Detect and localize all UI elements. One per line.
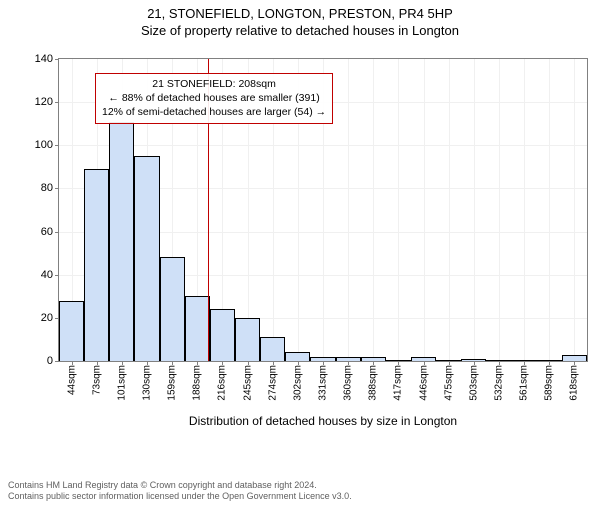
histogram-bar [109, 122, 134, 361]
page-title-line2: Size of property relative to detached ho… [0, 23, 600, 38]
ytick-mark [55, 361, 59, 362]
histogram-bar [134, 156, 159, 361]
gridline-v [424, 59, 425, 361]
gridline-v [398, 59, 399, 361]
footer-line: Contains public sector information licen… [8, 491, 352, 502]
ytick-mark [55, 188, 59, 189]
histogram-bar [386, 360, 411, 361]
histogram-bar [59, 301, 84, 361]
xtick-label: 475sqm [443, 365, 454, 401]
histogram-bar [562, 355, 587, 361]
ytick-label: 0 [47, 355, 53, 367]
x-axis-label: Distribution of detached houses by size … [58, 414, 588, 428]
histogram-bar [537, 360, 562, 361]
histogram-bar [260, 337, 285, 361]
xtick-label: 503sqm [468, 365, 479, 401]
gridline-v [574, 59, 575, 361]
xtick-label: 388sqm [368, 365, 379, 401]
annotation-line: 21 STONEFIELD: 208sqm [102, 77, 326, 91]
xtick-label: 274sqm [267, 365, 278, 401]
histogram-bar [461, 359, 486, 361]
callout-annotation: 21 STONEFIELD: 208sqm ← 88% of detached … [95, 73, 333, 124]
histogram-bar [436, 360, 461, 361]
xtick-label: 417sqm [393, 365, 404, 401]
histogram-bar [210, 309, 235, 361]
gridline-v [348, 59, 349, 361]
histogram-bar [235, 318, 260, 361]
xtick-label: 561sqm [519, 365, 530, 401]
page-title-line1: 21, STONEFIELD, LONGTON, PRESTON, PR4 5H… [0, 6, 600, 21]
histogram-bar [336, 357, 361, 361]
xtick-label: 245sqm [242, 365, 253, 401]
xtick-label: 44sqm [66, 365, 77, 395]
gridline-v [474, 59, 475, 361]
xtick-label: 216sqm [217, 365, 228, 401]
ytick-label: 100 [35, 139, 53, 151]
ytick-label: 120 [35, 96, 53, 108]
xtick-label: 331sqm [318, 365, 329, 401]
xtick-label: 360sqm [343, 365, 354, 401]
ytick-label: 140 [35, 53, 53, 65]
ytick-label: 60 [41, 226, 53, 238]
xtick-label: 446sqm [418, 365, 429, 401]
xtick-label: 589sqm [544, 365, 555, 401]
gridline-v [549, 59, 550, 361]
ytick-mark [55, 102, 59, 103]
histogram-bar [512, 360, 537, 361]
xtick-label: 130sqm [142, 365, 153, 401]
histogram-bar [185, 296, 210, 361]
histogram-bar [411, 357, 436, 361]
histogram-bar [84, 169, 109, 361]
attribution-footer: Contains HM Land Registry data © Crown c… [8, 480, 352, 503]
xtick-label: 532sqm [494, 365, 505, 401]
ytick-mark [55, 275, 59, 276]
xtick-label: 159sqm [167, 365, 178, 401]
annotation-line: 12% of semi-detached houses are larger (… [102, 105, 326, 119]
ytick-label: 40 [41, 269, 53, 281]
ytick-mark [55, 145, 59, 146]
xtick-label: 188sqm [192, 365, 203, 401]
ytick-mark [55, 59, 59, 60]
histogram-bar [361, 357, 386, 361]
gridline-v [449, 59, 450, 361]
xtick-label: 73sqm [91, 365, 102, 395]
histogram-bar [310, 357, 335, 361]
gridline-v [373, 59, 374, 361]
histogram-bar [285, 352, 310, 361]
gridline-v [499, 59, 500, 361]
plot-area: 02040608010012014044sqm73sqm101sqm130sqm… [58, 58, 588, 362]
xtick-label: 302sqm [292, 365, 303, 401]
chart-container: Number of detached properties 0204060801… [0, 50, 600, 430]
xtick-label: 101sqm [116, 365, 127, 401]
histogram-bar [486, 360, 511, 361]
footer-line: Contains HM Land Registry data © Crown c… [8, 480, 352, 491]
annotation-line: ← 88% of detached houses are smaller (39… [102, 91, 326, 105]
ytick-label: 20 [41, 312, 53, 324]
ytick-label: 80 [41, 182, 53, 194]
histogram-bar [160, 257, 185, 361]
xtick-label: 618sqm [569, 365, 580, 401]
ytick-mark [55, 232, 59, 233]
gridline-v [524, 59, 525, 361]
